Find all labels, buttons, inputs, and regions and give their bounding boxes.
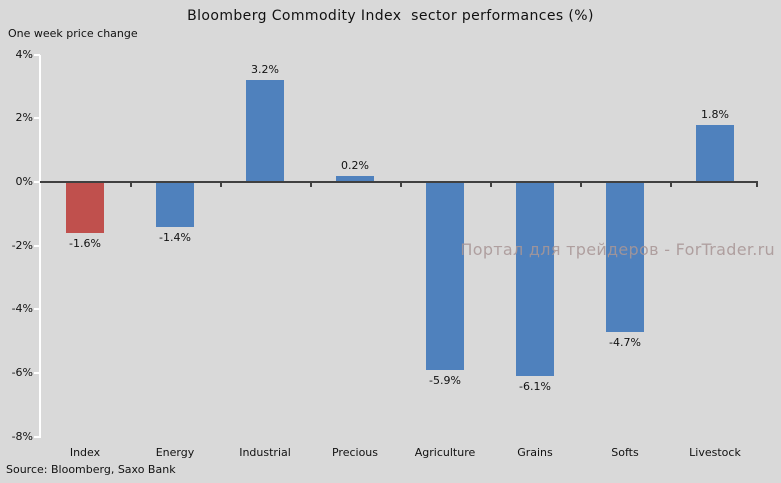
bar-precious (336, 176, 374, 182)
y-axis-line (39, 55, 41, 438)
category-label-precious: Precious (331, 446, 379, 459)
category-label-softs: Softs (611, 446, 639, 459)
y-tick-mark (34, 54, 40, 56)
bar-value-label: -5.9% (429, 374, 461, 387)
bar-agriculture (426, 182, 464, 370)
category-axis-tick (400, 183, 402, 187)
category-axis-tick (310, 183, 312, 187)
bar-softs (606, 182, 644, 332)
y-tick-label: -4% (11, 302, 33, 315)
y-tick-mark (34, 372, 40, 374)
y-tick-label: -6% (11, 366, 33, 379)
y-tick-mark (34, 436, 40, 438)
y-tick-label: 2% (15, 111, 33, 124)
category-axis-tick (670, 183, 672, 187)
category-axis-tick (490, 183, 492, 187)
category-label-energy: Energy (155, 446, 195, 459)
y-tick-mark (34, 181, 40, 183)
watermark: Портал для трейдеров - ForTrader.ru (460, 240, 775, 259)
category-axis-tick (130, 183, 132, 187)
y-tick-label: -2% (11, 239, 33, 252)
category-label-industrial: Industrial (239, 446, 291, 459)
source-note: Source: Bloomberg, Saxo Bank (6, 463, 176, 476)
zero-line (40, 181, 758, 183)
bar-energy (156, 182, 194, 227)
y-tick-mark (34, 308, 40, 310)
bar-grains (516, 182, 554, 376)
chart-title: Bloomberg Commodity Index sector perform… (187, 8, 594, 24)
category-label-livestock: Livestock (689, 446, 741, 459)
bar-value-label: 3.2% (251, 63, 279, 76)
bar-value-label: -6.1% (519, 380, 551, 393)
y-tick-mark (34, 117, 40, 119)
bar-industrial (246, 80, 284, 182)
y-axis-note: One week price change (8, 27, 138, 40)
bar-value-label: -1.6% (69, 237, 101, 250)
y-tick-mark (34, 245, 40, 247)
category-axis-tick (756, 183, 758, 187)
bar-index (66, 182, 104, 233)
y-tick-label: 4% (15, 48, 33, 61)
bar-value-label: -1.4% (159, 231, 191, 244)
category-axis-tick (220, 183, 222, 187)
category-axis-tick (580, 183, 582, 187)
bar-livestock (696, 125, 734, 182)
category-label-index: Index (69, 446, 101, 459)
category-label-grains: Grains (517, 446, 553, 459)
category-label-agriculture: Agriculture (414, 446, 476, 459)
bar-value-label: 0.2% (341, 159, 369, 172)
bar-value-label: -4.7% (609, 336, 641, 349)
bar-value-label: 1.8% (701, 108, 729, 121)
y-tick-label: 0% (15, 175, 33, 188)
y-tick-label: -8% (11, 430, 33, 443)
